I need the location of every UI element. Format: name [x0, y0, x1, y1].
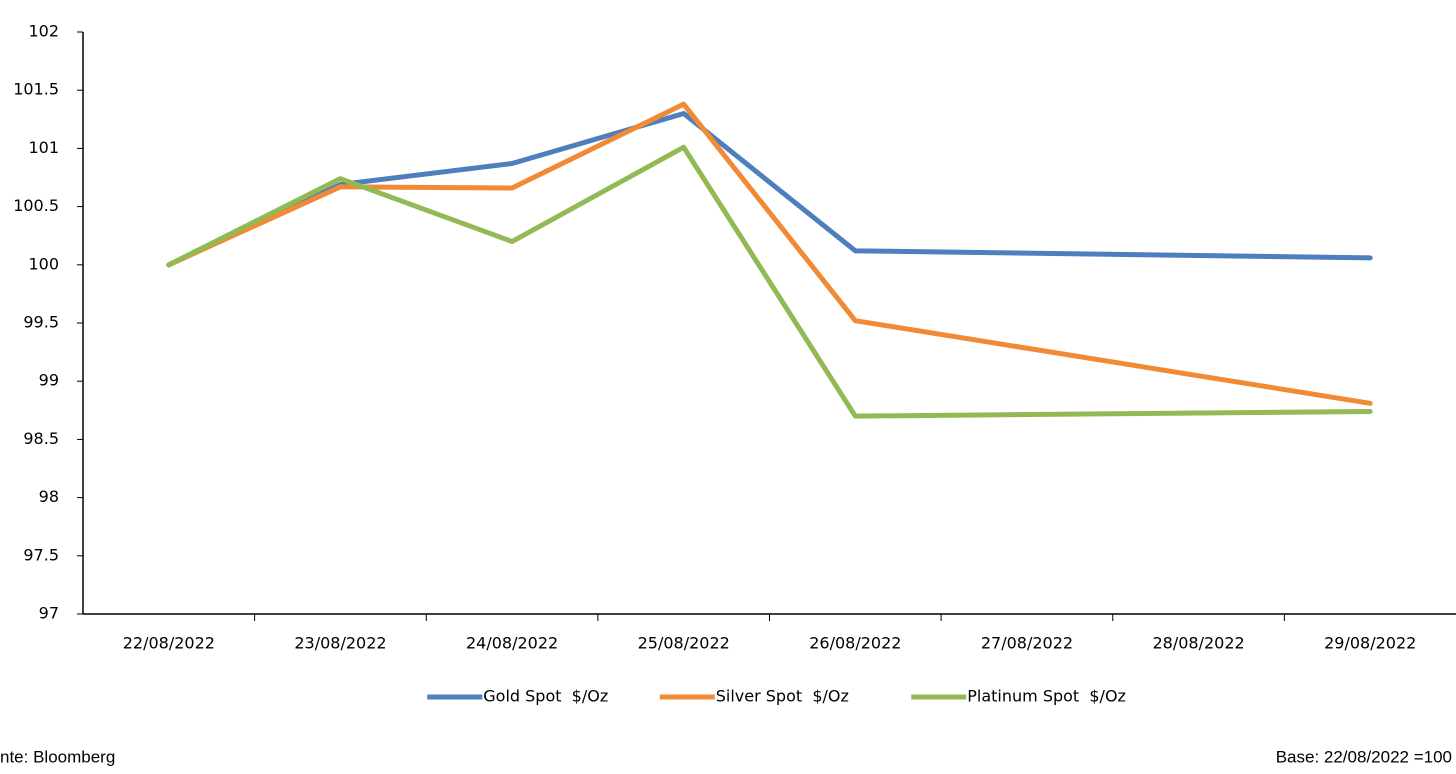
y-tick-label: 100 [28, 254, 59, 273]
base-note: Base: 22/08/2022 =100 [1276, 747, 1452, 766]
y-tick-label: 98 [39, 487, 59, 506]
x-tick-label: 28/08/2022 [1152, 634, 1244, 653]
x-tick-label: 24/08/2022 [466, 634, 558, 653]
y-tick-label: 102 [28, 22, 59, 41]
data-line [166, 144, 1373, 419]
legend-label: Silver Spot $/Oz [716, 687, 849, 706]
data-line [166, 101, 1373, 406]
x-tick-label: 26/08/2022 [809, 634, 901, 653]
legend-label: Platinum Spot $/Oz [967, 687, 1126, 706]
x-tick-label: 27/08/2022 [981, 634, 1073, 653]
y-tick-label: 97 [39, 604, 59, 623]
source-note: nte: Bloomberg [0, 747, 115, 766]
x-tick-label: 22/08/2022 [123, 634, 215, 653]
y-tick-label: 101.5 [13, 80, 59, 99]
y-tick-label: 97.5 [23, 545, 59, 564]
x-tick-label: 25/08/2022 [638, 634, 730, 653]
y-tick-label: 101 [28, 138, 59, 157]
y-tick-label: 100.5 [13, 196, 59, 215]
y-tick-label: 99.5 [23, 313, 59, 332]
legend-label: Gold Spot $/Oz [483, 687, 608, 706]
y-tick-label: 98.5 [23, 429, 59, 448]
y-tick-label: 99 [39, 371, 59, 390]
x-tick-label: 29/08/2022 [1324, 634, 1416, 653]
x-tick-label: 23/08/2022 [294, 634, 386, 653]
